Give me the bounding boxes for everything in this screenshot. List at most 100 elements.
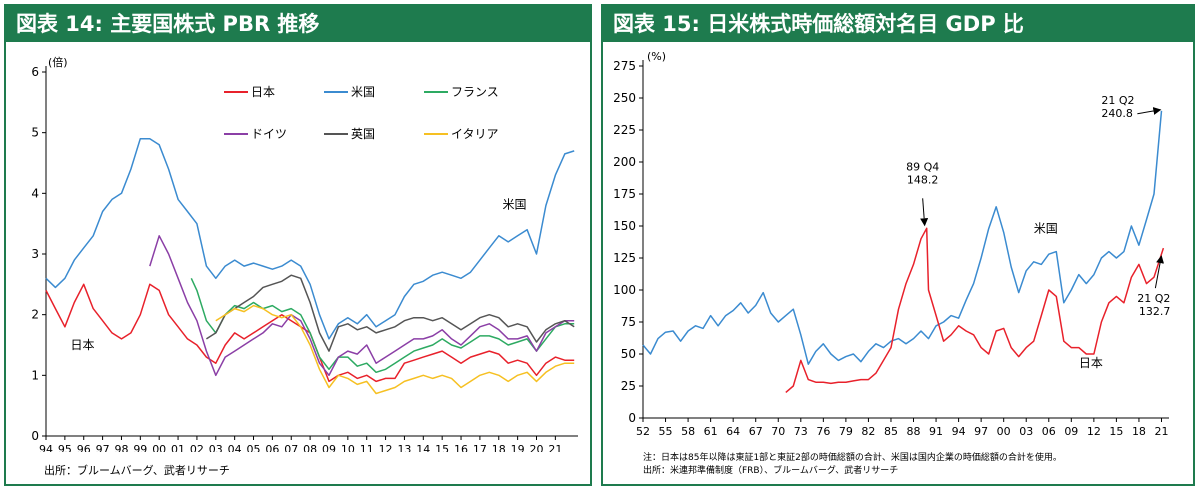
annotation-value: 148.2 (907, 173, 939, 186)
x-tick-label: 20 (529, 443, 543, 452)
series-line-米国 (45, 137, 575, 340)
x-tick-label: 15 (1109, 425, 1123, 438)
y-tick-label: 275 (613, 59, 636, 73)
x-tick-label: 21 (1154, 425, 1168, 438)
y-tick-label: 0 (31, 429, 39, 443)
x-tick-label: 05 (247, 443, 261, 452)
y-unit-label: (倍) (48, 55, 68, 69)
y-tick-label: 50 (621, 347, 636, 361)
chart-panel-pbr: 図表 14: 主要国株式 PBR 推移 0 1 2 3 4 5 6 (倍) 94 95 96 97 98… (4, 4, 592, 486)
annotation-label: 日本 (71, 338, 95, 352)
x-tick-label: 98 (114, 443, 128, 452)
legend-label: 日本 (251, 85, 275, 99)
x-tick-label: 61 (704, 425, 718, 438)
y-tick-label: 2 (31, 308, 39, 322)
x-tick-label: 58 (681, 425, 695, 438)
x-tick-label: 03 (1019, 425, 1033, 438)
x-tick-label: 16 (454, 443, 468, 452)
legend-label: 米国 (351, 85, 375, 99)
x-tick-label: 97 (96, 443, 110, 452)
x-tick-label: 03 (209, 443, 223, 452)
y-unit-label: (%) (647, 50, 666, 63)
y-tick-label: 200 (613, 155, 636, 169)
x-tick-label: 82 (861, 425, 875, 438)
legend-label: フランス (451, 85, 499, 99)
legend-label: イタリア (451, 127, 499, 141)
y-tick-label: 225 (613, 123, 636, 137)
x-tick-label: 10 (341, 443, 355, 452)
annotation-label: 米国 (503, 198, 527, 212)
annotation-label: 米国 (1034, 221, 1058, 235)
x-tick-label: 94 (39, 443, 53, 452)
annotation-value: 132.7 (1139, 305, 1171, 318)
x-tick-label: 19 (511, 443, 525, 452)
annotation-label: 21 Q2 (1137, 292, 1170, 305)
market-cap-gdp-line-chart: 0 25 50 75 100 125 150 175 200 225 250 275 (%) 52 55 58… (613, 50, 1171, 438)
x-tick-label: 14 (416, 443, 430, 452)
legend-label: ドイツ (251, 127, 287, 141)
annotation-label: 89 Q4 (906, 160, 939, 173)
x-tick-label: 09 (322, 443, 336, 452)
x-tick-label: 00 (152, 443, 166, 452)
x-tick-label: 02 (190, 443, 204, 452)
y-tick-label: 25 (621, 379, 636, 393)
x-tick-label: 91 (929, 425, 943, 438)
chart-title: 図表 14: 主要国株式 PBR 推移 (6, 6, 590, 42)
y-tick-label: 75 (621, 315, 636, 329)
annotation-arrow (1137, 107, 1162, 115)
x-tick-label: 15 (435, 443, 449, 452)
series-line-フランス (190, 277, 575, 374)
y-tick-label: 3 (31, 247, 39, 261)
x-tick-label: 67 (749, 425, 763, 438)
x-tick-label: 06 (265, 443, 279, 452)
x-tick-label: 21 (548, 443, 562, 452)
y-tick-label: 100 (613, 283, 636, 297)
y-tick-label: 125 (613, 251, 636, 265)
x-tick-label: 17 (473, 443, 487, 452)
legend-label: 英国 (351, 127, 375, 141)
x-tick-label: 00 (997, 425, 1011, 438)
x-tick-label: 94 (952, 425, 966, 438)
y-tick-label: 250 (613, 91, 636, 105)
annotation-arrow (920, 198, 929, 227)
annotation-arrow (1154, 255, 1165, 289)
x-tick-label: 18 (492, 443, 506, 452)
chart-note: 注：日本は85年以降は東証1部と東証2部の時価総額の合計、米国は国内企業の時価総… (643, 453, 1062, 463)
x-tick-label: 06 (1042, 425, 1056, 438)
series-line-ドイツ (149, 235, 575, 377)
series-line-英国 (205, 274, 575, 352)
x-tick-label: 01 (171, 443, 185, 452)
x-tick-label: 73 (794, 425, 808, 438)
x-tick-label: 64 (726, 425, 740, 438)
y-tick-label: 150 (613, 219, 636, 233)
x-tick-label: 95 (58, 443, 72, 452)
x-tick-label: 52 (636, 425, 650, 438)
x-tick-label: 97 (974, 425, 988, 438)
annotation-label: 日本 (1079, 356, 1103, 370)
y-tick-label: 6 (31, 65, 39, 79)
x-tick-label: 76 (816, 425, 830, 438)
y-tick-label: 0 (628, 411, 636, 425)
series-line-米国 (642, 110, 1163, 365)
annotation-value: 240.8 (1101, 107, 1133, 120)
x-tick-label: 96 (77, 443, 91, 452)
x-tick-label: 08 (303, 443, 317, 452)
x-tick-label: 11 (360, 443, 374, 452)
x-tick-label: 70 (771, 425, 785, 438)
x-tick-label: 12 (1087, 425, 1101, 438)
x-tick-label: 55 (659, 425, 673, 438)
x-tick-label: 88 (907, 425, 921, 438)
series-line-イタリア (215, 304, 575, 395)
x-tick-label: 07 (284, 443, 298, 452)
series-line-日本 (785, 227, 1165, 393)
y-tick-label: 4 (31, 186, 39, 200)
chart-source: 出所：ブルームバーグ、武者リサーチ (44, 464, 230, 477)
x-tick-label: 13 (397, 443, 411, 452)
annotation-label: 21 Q2 (1101, 94, 1134, 107)
x-tick-label: 09 (1064, 425, 1078, 438)
x-tick-label: 18 (1132, 425, 1146, 438)
x-tick-label: 04 (228, 443, 242, 452)
chart-source: 出所：米連邦準備制度（FRB）、ブルームバーグ、武者リサーチ (643, 466, 899, 476)
chart-title: 図表 15: 日米株式時価総額対名目 GDP 比 (603, 6, 1193, 42)
